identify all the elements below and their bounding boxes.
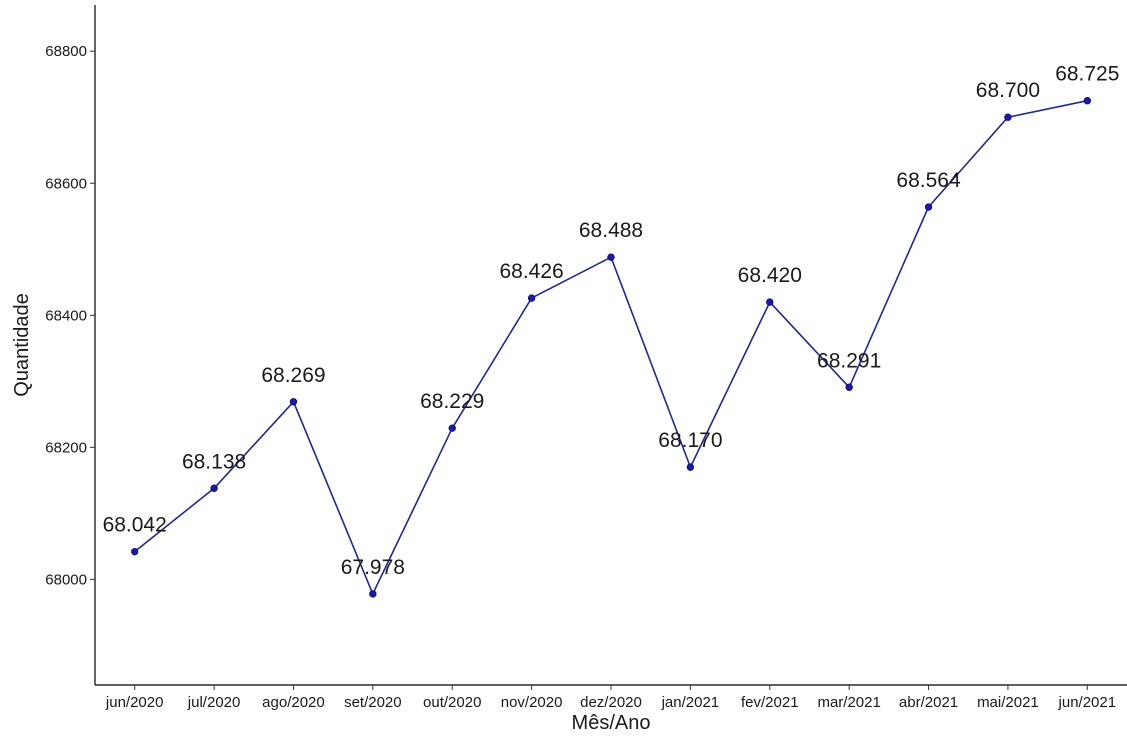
data-point xyxy=(369,590,377,598)
x-tick-label: abr/2021 xyxy=(899,694,958,711)
series-line-group xyxy=(130,97,1092,598)
x-tick-label: nov/2020 xyxy=(501,694,563,711)
data-label: 68.426 xyxy=(499,260,563,283)
data-point xyxy=(527,294,536,302)
data-label: 68.420 xyxy=(738,264,802,287)
x-tick-label: jun/2021 xyxy=(1058,694,1117,711)
data-point xyxy=(1083,97,1092,105)
data-point xyxy=(766,298,774,306)
data-label: 68.269 xyxy=(261,364,325,387)
axes xyxy=(94,5,1127,686)
data-point xyxy=(686,463,695,471)
y-tick-label: 68800 xyxy=(45,43,87,60)
x-axis-title: Mês/Ano xyxy=(572,712,651,734)
x-tick-label: mar/2021 xyxy=(817,694,880,711)
y-axis-title: Quantidade xyxy=(11,293,33,396)
y-tick-label: 68400 xyxy=(45,307,87,324)
data-label: 68.564 xyxy=(896,169,961,192)
x-axis-ticks: jun/2020 jul/2020 ago/2020 set/2020 out/2020… xyxy=(105,685,1116,711)
y-tick-label: 68600 xyxy=(45,175,87,192)
x-tick-label: mai/2021 xyxy=(977,694,1039,711)
data-label: 68.725 xyxy=(1055,63,1119,86)
x-tick-label: set/2020 xyxy=(344,694,402,711)
x-tick-label: ago/2020 xyxy=(262,694,325,711)
x-tick-label: jan/2021 xyxy=(661,694,720,711)
x-tick-label: out/2020 xyxy=(423,694,481,711)
data-point xyxy=(607,253,615,261)
data-labels: 68.042 68.138 68.269 67.978 68.229 68.426 68.4… xyxy=(103,63,1120,579)
data-point xyxy=(924,203,933,211)
y-tick-label: 68000 xyxy=(45,571,87,588)
data-point xyxy=(845,383,853,391)
y-tick-label: 68200 xyxy=(45,439,87,456)
data-label: 67.978 xyxy=(341,556,405,579)
data-point xyxy=(289,398,298,406)
data-label: 68.700 xyxy=(976,79,1040,102)
data-label: 68.488 xyxy=(579,219,643,242)
x-tick-label: dez/2020 xyxy=(580,694,642,711)
x-tick-label: jul/2020 xyxy=(187,694,241,711)
data-point xyxy=(130,547,139,556)
data-label: 68.229 xyxy=(420,390,484,413)
x-tick-label: jun/2020 xyxy=(105,694,164,711)
x-tick-label: fev/2021 xyxy=(741,694,799,711)
data-point xyxy=(210,484,218,492)
data-label: 68.291 xyxy=(817,349,881,372)
data-label: 68.138 xyxy=(182,450,246,473)
data-label: 68.170 xyxy=(658,429,722,452)
y-axis-ticks: 68000 68200 68400 68600 68800 xyxy=(45,43,95,588)
data-label: 68.042 xyxy=(103,514,167,537)
data-point xyxy=(1004,113,1012,121)
data-point xyxy=(448,424,456,432)
